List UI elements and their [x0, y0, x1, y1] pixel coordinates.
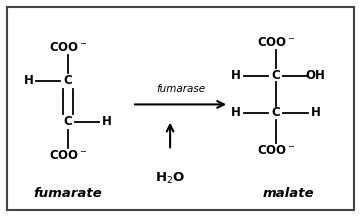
Text: C: C: [271, 69, 280, 82]
Text: COO$^-$: COO$^-$: [49, 41, 87, 54]
Text: fumarase: fumarase: [156, 84, 205, 94]
Text: COO$^-$: COO$^-$: [257, 144, 295, 157]
Text: COO$^-$: COO$^-$: [257, 36, 295, 49]
Text: H: H: [102, 115, 112, 128]
Text: malate: malate: [262, 187, 314, 200]
Text: fumarate: fumarate: [34, 187, 102, 200]
Text: C: C: [64, 115, 72, 128]
Text: H: H: [311, 106, 321, 119]
Text: COO$^-$: COO$^-$: [49, 149, 87, 162]
Text: C: C: [64, 74, 72, 87]
Text: H: H: [231, 69, 241, 82]
Text: OH: OH: [306, 69, 326, 82]
Text: H$_2$O: H$_2$O: [155, 171, 185, 186]
Text: H: H: [24, 74, 34, 87]
Text: H: H: [231, 106, 241, 119]
Text: C: C: [271, 106, 280, 119]
